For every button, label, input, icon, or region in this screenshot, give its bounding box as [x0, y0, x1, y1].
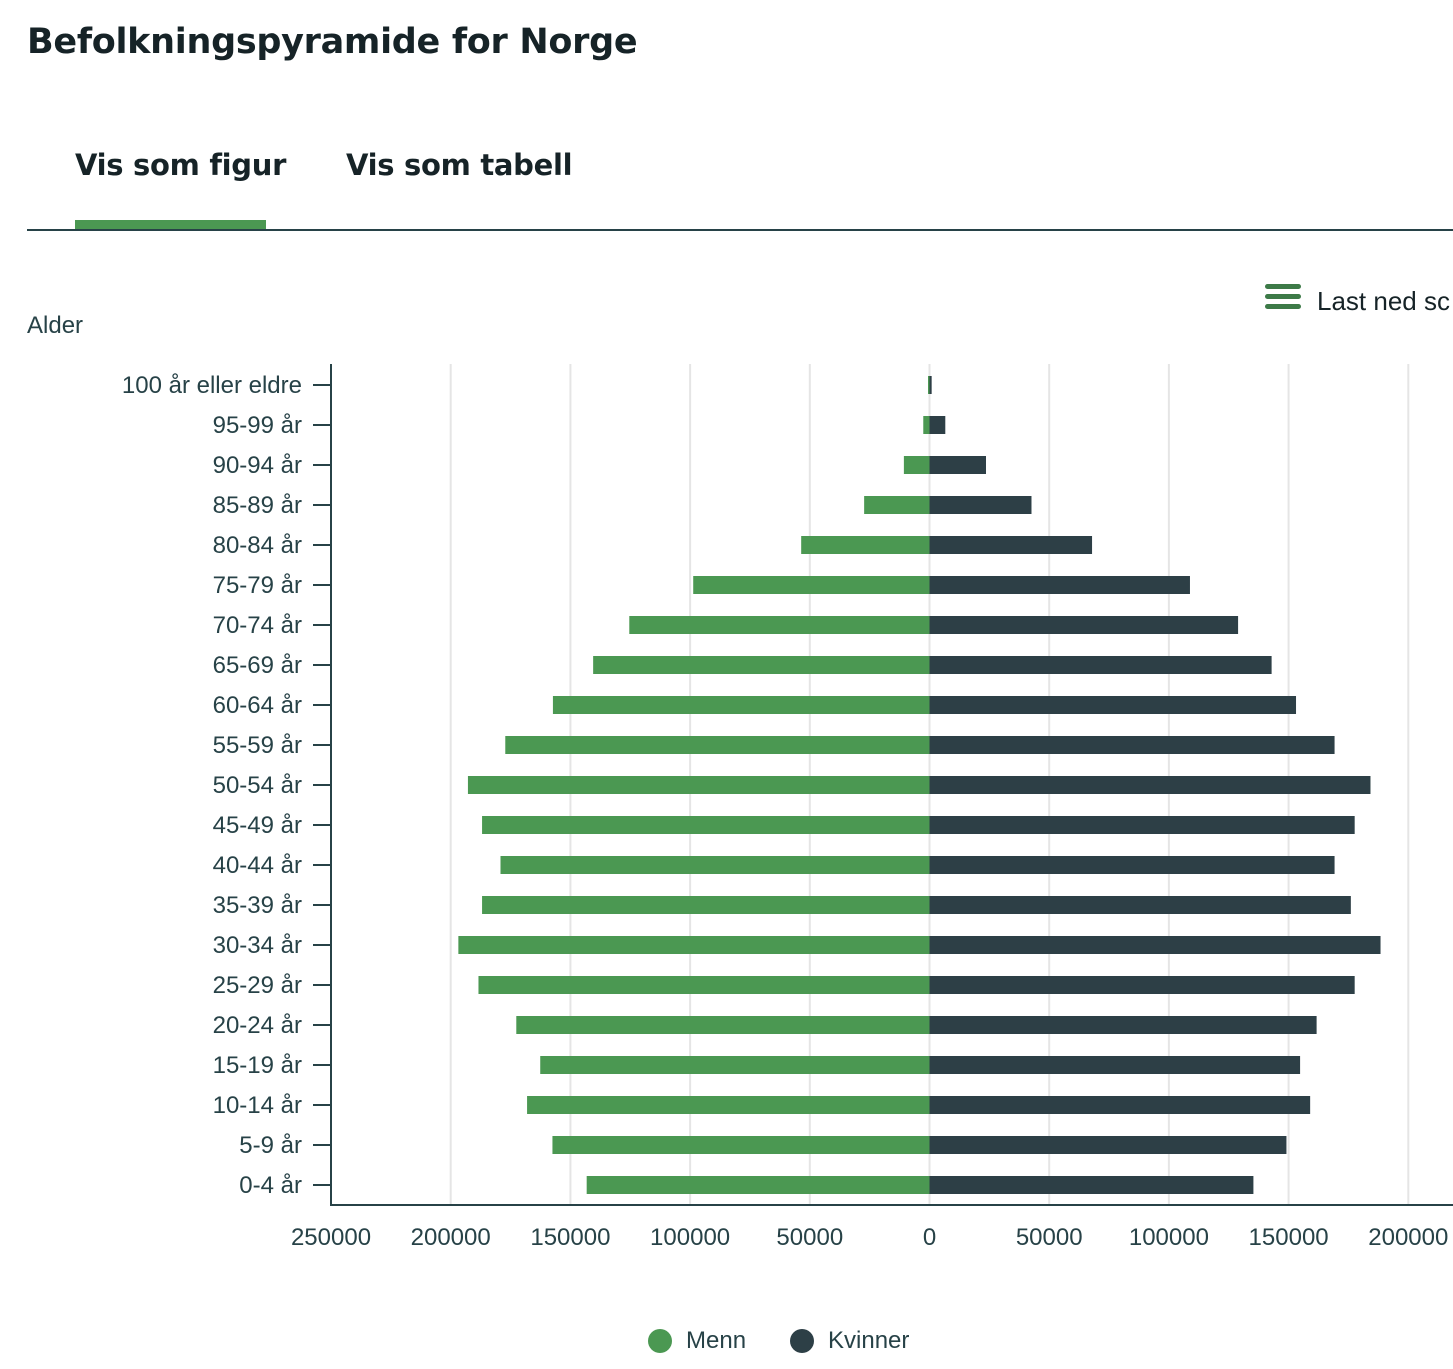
bar-menn [629, 616, 930, 634]
y-tick-label: 85-89 år [213, 492, 302, 519]
bar-menn [527, 1096, 930, 1114]
bar-menn [923, 416, 930, 434]
y-tick-label: 15-19 år [213, 1052, 302, 1079]
menu-icon [1265, 284, 1301, 309]
bar-menn [801, 536, 930, 554]
y-tick-label: 25-29 år [213, 972, 302, 999]
y-tick-label: 75-79 år [213, 572, 302, 599]
x-tick-label: 50000 [776, 1224, 843, 1251]
bar-menn [516, 1016, 930, 1034]
bar-menn [478, 976, 930, 994]
y-tick-label: 10-14 år [213, 1092, 302, 1119]
y-tick-label: 40-44 år [213, 852, 302, 879]
legend-label-kvinner: Kvinner [828, 1327, 910, 1354]
x-tick-label: 150000 [530, 1224, 610, 1251]
bar-kvinner [929, 1056, 1301, 1074]
bar-kvinner [929, 816, 1355, 834]
bar-menn [552, 1136, 930, 1154]
x-tick-label: 0 [923, 1224, 936, 1251]
tab-vis-som-tabell[interactable]: Vis som tabell [346, 148, 573, 182]
x-tick-label: 150000 [1249, 1224, 1329, 1251]
bar-menn [552, 696, 930, 714]
bar-menn [500, 856, 930, 874]
bar-kvinner [929, 496, 1032, 514]
bar-kvinner [929, 576, 1190, 594]
bar-kvinner [929, 1176, 1254, 1194]
legend: Menn Kvinner [648, 1326, 928, 1356]
y-tick-label: 50-54 år [213, 772, 302, 799]
y-tick-label: 35-39 år [213, 892, 302, 919]
bar-menn [458, 936, 930, 954]
y-tick-label: 55-59 år [213, 732, 302, 759]
axes [313, 364, 1453, 1206]
y-axis-title: Alder [27, 312, 83, 339]
y-tick-label: 95-99 år [213, 412, 302, 439]
y-tick-label: 70-74 år [213, 612, 302, 639]
x-tick-label: 250000 [291, 1224, 371, 1251]
bar-kvinner [929, 696, 1297, 714]
bar-kvinner [929, 856, 1335, 874]
legend-marker-kvinner [790, 1329, 814, 1353]
y-tick-label: 100 år eller eldre [122, 372, 302, 399]
y-tick-label: 0-4 år [239, 1172, 302, 1199]
download-label: Last ned sc [1317, 286, 1450, 316]
bar-menn [593, 656, 930, 674]
x-tick-label: 200000 [411, 1224, 491, 1251]
bar-menn [482, 896, 930, 914]
bar-kvinner [929, 896, 1351, 914]
bar-kvinner [929, 736, 1335, 754]
bar-kvinner [929, 656, 1272, 674]
x-tick-label: 200000 [1368, 1224, 1448, 1251]
bar-kvinner [929, 1136, 1287, 1154]
bar-kvinner [929, 616, 1239, 634]
y-tick-labels: 100 år eller eldre 95-99 år 90-94 år 85-89 … [122, 372, 302, 1199]
bar-menn [467, 776, 930, 794]
bar-menn [928, 376, 930, 394]
bar-kvinner [929, 376, 932, 394]
tabs-divider [27, 229, 1453, 231]
bar-menn [586, 1176, 930, 1194]
bar-kvinner [929, 776, 1371, 794]
x-tick-label: 50000 [1016, 1224, 1083, 1251]
bars [458, 376, 1381, 1194]
bar-kvinner [929, 536, 1093, 554]
population-pyramid-chart: Alder 100 år eller eldre 95-99 år 90-94 år… [27, 312, 1453, 1251]
y-tick-label: 90-94 år [213, 452, 302, 479]
page-title: Befolkningspyramide for Norge [27, 22, 638, 62]
bar-kvinner [929, 456, 986, 474]
bar-menn [540, 1056, 930, 1074]
bar-menn [864, 496, 930, 514]
bar-menn [903, 456, 930, 474]
tab-vis-som-figur[interactable]: Vis som figur [75, 148, 287, 182]
bar-menn [693, 576, 930, 594]
bar-menn [482, 816, 930, 834]
legend-marker-menn [648, 1329, 672, 1353]
y-tick-label: 60-64 år [213, 692, 302, 719]
bar-menn [505, 736, 930, 754]
x-tick-label: 100000 [1129, 1224, 1209, 1251]
bar-kvinner [929, 1016, 1317, 1034]
active-tab-indicator [75, 220, 266, 229]
view-tabs: Vis som figur Vis som tabell [27, 120, 1453, 231]
y-tick-label: 80-84 år [213, 532, 302, 559]
bar-kvinner [929, 936, 1381, 954]
y-tick-label: 45-49 år [213, 812, 302, 839]
y-tick-label: 30-34 år [213, 932, 302, 959]
legend-label-menn: Menn [686, 1327, 747, 1354]
bar-kvinner [929, 976, 1355, 994]
y-tick-label: 65-69 år [213, 652, 302, 679]
x-tick-labels: 250000 200000 150000 100000 50000 0 50000 10000… [291, 1224, 1448, 1251]
y-tick-label: 20-24 år [213, 1012, 302, 1039]
y-tick-label: 5-9 år [239, 1132, 302, 1159]
bar-kvinner [929, 1096, 1311, 1114]
bar-kvinner [929, 416, 946, 434]
x-tick-label: 100000 [650, 1224, 730, 1251]
